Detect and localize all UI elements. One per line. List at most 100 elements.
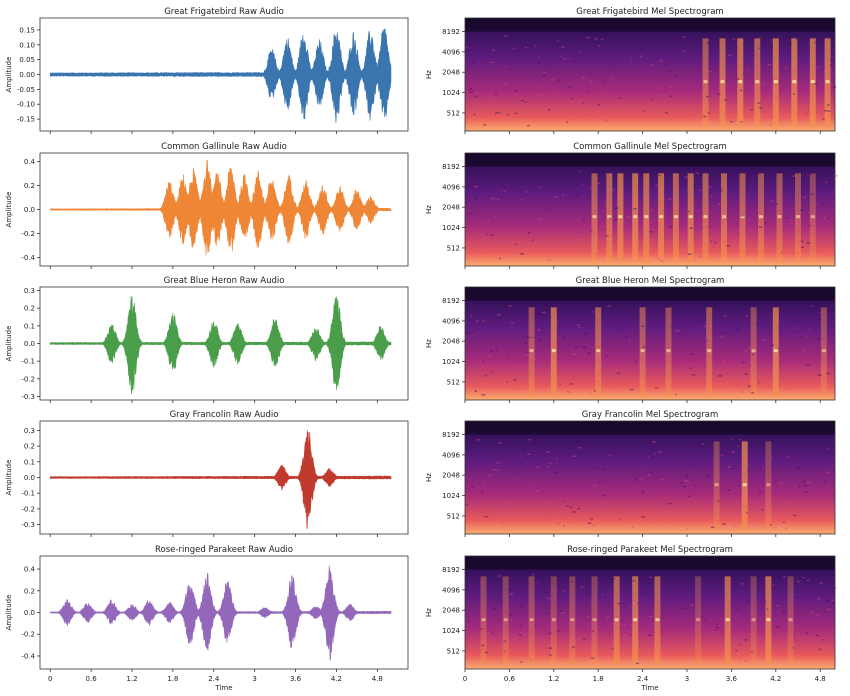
spectrogram-noise: [569, 506, 573, 508]
y-tick-label: 4096: [442, 48, 460, 56]
spectrogram-noise: [632, 580, 636, 582]
spectrogram-noise: [776, 76, 779, 79]
spectrogram-noise: [792, 310, 796, 312]
spectrogram-harmonic: [529, 618, 534, 622]
spectrogram-noise: [532, 191, 534, 193]
spectrogram-noise: [603, 468, 606, 471]
axes-frame: [464, 286, 836, 401]
spectrogram-noise: [802, 480, 806, 483]
spectrogram-noise: [649, 179, 653, 181]
spectrogram-noise: [547, 517, 550, 519]
spectrogram-noise: [806, 364, 810, 366]
spectrogram-noise: [635, 361, 637, 363]
spectrogram-noise: [535, 624, 537, 627]
spectrogram-noise: [534, 84, 538, 87]
spectrogram-noise: [581, 184, 584, 186]
spectrogram-noise: [557, 40, 559, 42]
spectrogram-noise: [723, 315, 727, 318]
spectrogram-noise: [722, 215, 724, 217]
spectrogram-noise: [500, 521, 505, 524]
spectrogram-noise: [742, 72, 745, 75]
spectrogram-noise: [647, 454, 649, 457]
spectrogram-noise: [791, 252, 795, 254]
spectrogram-noise: [601, 594, 604, 596]
spectrogram-noise: [548, 66, 550, 68]
spectrogram-noise: [568, 345, 571, 347]
spectrogram-noise: [578, 232, 580, 234]
spectrogram-noise: [746, 187, 750, 189]
spectrogram-noise: [701, 440, 705, 442]
spectrogram-noise: [467, 621, 470, 623]
spectrogram-noise: [483, 124, 487, 126]
spectrogram-noise: [789, 223, 793, 225]
spectrogram-noise: [524, 342, 528, 345]
spectrogram-noise: [492, 49, 495, 51]
spectrogram-noise: [710, 194, 713, 197]
y-axis-label: Amplitude: [5, 326, 13, 362]
spectrogram-noise: [712, 586, 716, 589]
spectrogram-noise: [715, 626, 719, 629]
spectrogram-noise: [466, 331, 471, 334]
spectrogram-noise: [797, 229, 801, 231]
spectrogram-noise: [784, 388, 789, 391]
spectrogram-noise: [761, 339, 766, 341]
y-tick-label: -0.4: [21, 254, 35, 262]
spectrogram-noise: [782, 576, 786, 578]
spectrogram-noise: [510, 593, 514, 595]
spectrogram-noise: [508, 489, 510, 491]
spectrogram-noise: [675, 330, 680, 332]
spectrogram-noise: [597, 103, 600, 106]
spectrogram-noise: [535, 490, 540, 492]
spectrogram-noise: [503, 650, 505, 653]
spectrogram-noise: [571, 181, 575, 184]
spectrogram-noise: [619, 518, 621, 521]
y-tick-label: 0.4: [24, 158, 36, 166]
y-tick-label: -0.1: [21, 490, 35, 498]
y-tick-label: 1024: [442, 627, 460, 635]
spectrogram-noise: [758, 490, 762, 492]
y-tick-label: 4096: [442, 317, 460, 325]
spectrogram-noise: [497, 323, 500, 325]
spectrogram-noise: [515, 243, 518, 246]
spectrogram-noise: [472, 331, 474, 334]
spectrogram-harmonic: [592, 618, 597, 622]
spectrogram-noise: [561, 368, 565, 370]
spectrogram-noise: [711, 467, 714, 470]
spectrogram-noise: [538, 94, 542, 97]
spectrogram-noise: [669, 95, 673, 97]
spectrogram-noise: [484, 515, 488, 518]
spectrogram-noise: [544, 500, 547, 503]
spectrogram-noise: [604, 204, 607, 207]
spectrogram-harmonic: [714, 483, 719, 487]
spectrogram-noise: [695, 172, 699, 174]
spectrogram-noise: [559, 610, 562, 612]
spectrogram-noise: [791, 175, 796, 177]
spectrogram-noise: [698, 189, 701, 191]
spectrogram-noise: [707, 309, 710, 312]
spectrogram-noise: [761, 509, 764, 511]
spectrogram-noise: [503, 190, 506, 192]
spectrogram-noise: [592, 234, 596, 236]
spectrogram-noise: [546, 208, 548, 210]
spectrogram-noise: [724, 378, 727, 380]
spectrogram-noise: [694, 465, 697, 467]
spectrogram-noise: [498, 442, 503, 444]
x-tick-label: 0.6: [504, 675, 516, 683]
spectrogram-noise: [525, 223, 527, 225]
spectrogram-noise: [594, 573, 596, 575]
y-tick-label: -0.3: [21, 393, 35, 401]
spectrogram-noise: [524, 217, 527, 219]
spectrogram-noise: [767, 243, 769, 245]
spectrogram-harmonic: [673, 215, 678, 219]
spectrogram-noise: [662, 209, 664, 212]
spectrogram-noise: [482, 320, 485, 322]
spectrogram-noise: [520, 625, 522, 627]
spectrogram-noise: [796, 644, 799, 646]
spectrogram-harmonic: [570, 618, 575, 622]
y-axis-label: Amplitude: [5, 595, 13, 631]
spectrogram-harmonic: [596, 349, 601, 353]
spectrogram-noise: [707, 475, 710, 477]
spectrogram-noise: [721, 360, 726, 363]
spectrogram-noise: [613, 624, 616, 626]
spectrogram-noise: [774, 98, 778, 100]
